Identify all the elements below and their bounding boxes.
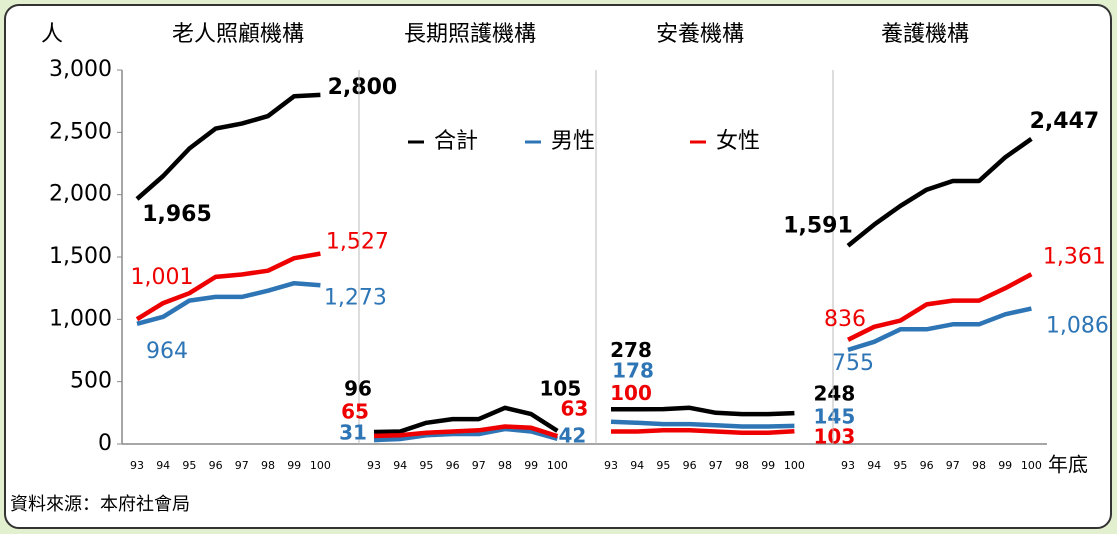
x-tick-label: 99: [761, 459, 775, 472]
data-label: 63: [560, 397, 588, 421]
series-line: [611, 428, 795, 436]
panel-title: 安養機構: [656, 22, 744, 47]
x-tick-label: 95: [893, 459, 907, 472]
y-tick-label: 2,500: [49, 119, 112, 144]
legend-label: 男性: [551, 129, 595, 154]
legend-label: 女性: [716, 129, 760, 154]
x-tick-label: 100: [547, 459, 568, 472]
series-line: [611, 405, 795, 417]
x-axis-label: 年底: [1048, 453, 1088, 477]
series-line: [135, 251, 321, 322]
x-tick-label: 100: [310, 459, 331, 472]
series-line: [135, 92, 321, 201]
series-line: [373, 426, 559, 443]
x-tick-label: 97: [709, 459, 723, 472]
data-label: 2,800: [328, 75, 398, 100]
x-tick-label: 100: [1021, 459, 1042, 472]
x-tick-label: 93: [604, 459, 618, 472]
data-label: 1,361: [1043, 244, 1106, 269]
data-label: 248: [814, 382, 856, 406]
x-tick-label: 98: [261, 459, 275, 472]
x-tick-label: 94: [630, 459, 644, 472]
data-label: 145: [814, 404, 856, 428]
panel-title: 長期照護機構: [404, 22, 536, 47]
series-line: [136, 280, 321, 326]
data-label: 31: [339, 421, 367, 445]
source: 資料來源：本府社會局: [10, 494, 190, 515]
x-tick-label: 93: [367, 459, 381, 472]
x-tick-label: 94: [867, 459, 881, 472]
series-line: [846, 272, 1033, 342]
x-tick-label: 97: [472, 459, 486, 472]
x-tick-label: 95: [656, 459, 670, 472]
panel-title: 老人照顧機構: [172, 22, 304, 47]
data-label: 1,086: [1046, 314, 1109, 339]
y-axis-label: 人: [41, 22, 63, 47]
series-line: [373, 424, 559, 439]
y-tick-label: 2,000: [49, 182, 112, 207]
data-label: 278: [610, 338, 652, 362]
y-tick-label: 1,500: [49, 244, 112, 269]
x-tick-label: 98: [498, 459, 512, 472]
x-tick-label: 99: [998, 459, 1012, 472]
data-label: 1,527: [326, 230, 389, 255]
data-label: 178: [612, 358, 654, 382]
x-tick-label: 95: [419, 459, 433, 472]
panel-title: 養護機構: [881, 22, 969, 47]
x-tick-label: 96: [683, 459, 697, 472]
series-line: [847, 306, 1032, 353]
data-label: 103: [814, 425, 856, 449]
frame: [4, 4, 1112, 529]
x-tick-label: 96: [446, 459, 460, 472]
data-label: 2,447: [1030, 109, 1100, 134]
x-tick-label: 97: [946, 459, 960, 472]
data-label: 100: [610, 381, 652, 405]
data-label: 1,965: [142, 202, 212, 227]
y-tick-label: 3,000: [49, 57, 112, 82]
x-tick-label: 93: [130, 459, 144, 472]
data-label: 836: [824, 307, 866, 332]
x-tick-label: 100: [784, 459, 805, 472]
x-tick-label: 97: [235, 459, 249, 472]
data-label: 964: [146, 339, 188, 364]
x-tick-label: 98: [972, 459, 986, 472]
x-tick-label: 93: [841, 459, 855, 472]
x-tick-label: 96: [920, 459, 934, 472]
data-label: 1,001: [131, 265, 194, 290]
legend-label: 合計: [434, 129, 478, 154]
x-tick-label: 95: [182, 459, 196, 472]
data-label: 1,591: [783, 214, 853, 239]
x-tick-label: 99: [287, 459, 301, 472]
y-tick-label: 1,000: [49, 306, 112, 331]
data-label: 755: [832, 351, 874, 376]
x-tick-label: 94: [393, 459, 407, 472]
x-tick-label: 98: [735, 459, 749, 472]
data-label: 65: [341, 399, 369, 423]
x-tick-label: 94: [156, 459, 170, 472]
data-label: 96: [344, 377, 372, 401]
series-line: [846, 137, 1033, 248]
series-line: [610, 419, 795, 429]
series-line: [373, 405, 559, 435]
y-tick-label: 500: [70, 369, 112, 394]
y-tick-label: 0: [98, 431, 112, 456]
data-label: 42: [558, 423, 586, 447]
data-label: 1,273: [324, 285, 387, 310]
x-tick-label: 96: [209, 459, 223, 472]
data-label: 105: [540, 376, 582, 400]
x-tick-label: 99: [524, 459, 538, 472]
